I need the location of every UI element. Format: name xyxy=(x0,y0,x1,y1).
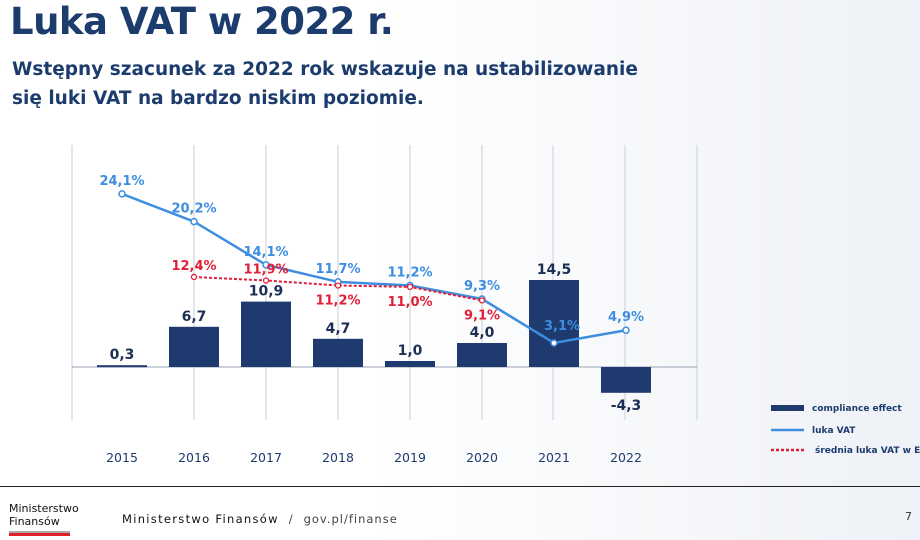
bar-label: 6,7 xyxy=(182,309,207,325)
eu-avg-label: 12,4% xyxy=(171,259,216,274)
bar-label: 4,0 xyxy=(470,325,495,341)
luka-vat-label: 4,9% xyxy=(608,310,644,325)
x-tick-label: 2019 xyxy=(394,450,426,465)
eu-avg-label: 11,2% xyxy=(315,293,360,308)
luka-vat-point xyxy=(118,190,126,198)
footer-sep: / xyxy=(288,512,294,526)
eu-avg-label: 9,1% xyxy=(464,308,500,323)
luka-vat-label: 24,1% xyxy=(99,174,144,189)
footer-org: Ministerstwo Finansów xyxy=(122,512,279,526)
legend-label: luka VAT xyxy=(812,426,856,436)
page-number: 7 xyxy=(905,510,912,523)
bar-2021 xyxy=(529,280,579,367)
eu-avg-label: 11,0% xyxy=(387,295,432,310)
legend-label: compliance effect xyxy=(812,404,902,414)
eu-avg-point xyxy=(406,283,414,291)
eu-avg-point xyxy=(190,273,198,281)
bar-label: 4,7 xyxy=(326,321,351,337)
eu-avg-label: 11,9% xyxy=(243,263,288,278)
x-tick-label: 2020 xyxy=(466,450,498,465)
luka-vat-label: 11,2% xyxy=(387,265,432,280)
page-title: Luka VAT w 2022 r. xyxy=(10,0,394,43)
x-tick-label: 2015 xyxy=(106,450,138,465)
eu-avg-line xyxy=(193,275,483,302)
bar-2022 xyxy=(601,367,651,393)
luka-vat-point xyxy=(262,261,270,269)
x-tick-label: 2016 xyxy=(178,450,210,465)
bar-2017 xyxy=(241,301,291,367)
x-tick-label: 2021 xyxy=(538,450,570,465)
luka-vat-label: 14,1% xyxy=(243,245,288,260)
luka-vat-point xyxy=(550,339,558,347)
eu-avg-point xyxy=(478,297,486,304)
luka-vat-label: 3,1% xyxy=(544,319,580,334)
footer-divider xyxy=(0,486,920,487)
bar-label: 14,5 xyxy=(537,262,572,278)
bar-label: 10,9 xyxy=(249,284,284,300)
eu-avg-point xyxy=(262,277,270,284)
bar-2020 xyxy=(457,343,507,367)
bar-2019 xyxy=(385,361,435,367)
eu-avg-point xyxy=(334,282,342,289)
luka-vat-line xyxy=(121,192,627,345)
bar-label: 1,0 xyxy=(398,343,423,359)
luka-vat-label: 11,7% xyxy=(315,262,360,277)
footer-url: gov.pl/finanse xyxy=(303,512,398,526)
chart: 0,3 2015 6,7 2016 10,9 2017 4,7 2018 1,0 2019 4,0 2… xyxy=(71,145,920,465)
luka-vat-point xyxy=(190,217,198,226)
x-tick-label: 2018 xyxy=(322,450,354,465)
luka-vat-point xyxy=(622,326,630,334)
footer-text: Ministerstwo Finansów / gov.pl/finanse xyxy=(122,512,398,526)
bar-2015 xyxy=(97,365,147,368)
bar-2016 xyxy=(169,326,219,367)
luka-vat-label: 20,2% xyxy=(171,202,216,217)
legend-swatch-bar xyxy=(771,405,804,411)
ministry-logo: Ministerstwo Finansów xyxy=(9,502,79,536)
subtitle: Wstępny szacunek za 2022 rok wskazuje na… xyxy=(12,59,638,109)
bar-label: -4,3 xyxy=(611,398,642,414)
x-tick-label: 2022 xyxy=(610,450,642,465)
bar-2018 xyxy=(313,338,363,367)
bar-label: 0,3 xyxy=(110,347,135,363)
legend-label: średnia luka VAT w EU xyxy=(815,445,920,456)
x-tick-label: 2017 xyxy=(250,450,282,465)
luka-vat-label: 9,3% xyxy=(464,279,500,294)
